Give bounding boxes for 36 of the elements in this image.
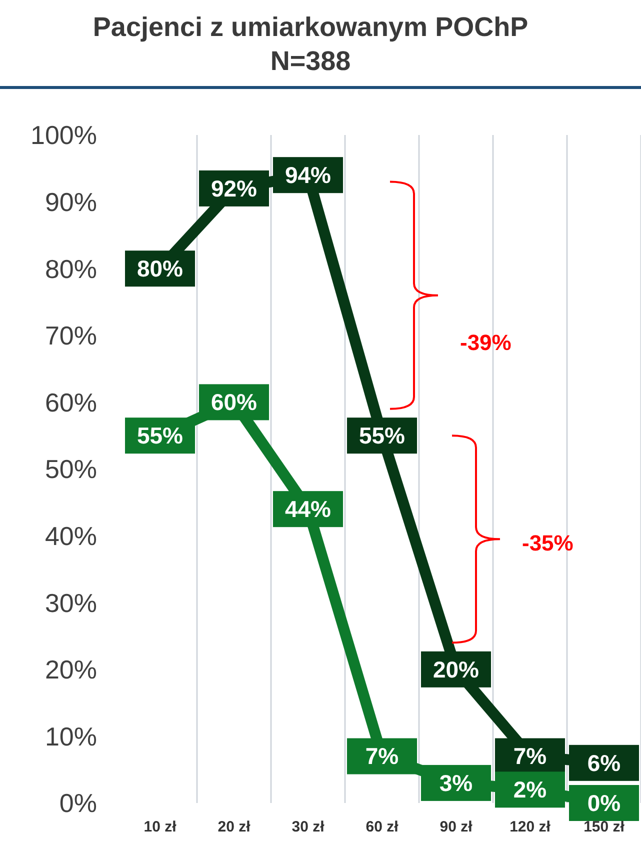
data-label: 20% — [432, 656, 480, 682]
data-label: 44% — [284, 496, 332, 522]
data-label: 6% — [587, 750, 621, 776]
x-tick-label: 150 zł — [584, 818, 626, 836]
data-label: 7% — [365, 743, 399, 770]
y-tick-label: 0% — [59, 788, 97, 818]
y-tick-label: 100% — [30, 120, 97, 150]
x-tick-label: 90 zł — [440, 818, 474, 836]
x-tick-label: 120 zł — [510, 818, 552, 836]
y-tick-label: 20% — [44, 654, 97, 685]
annotation: -39% — [460, 330, 512, 356]
y-tick-label: 50% — [44, 454, 97, 484]
y-tick-label: 80% — [44, 254, 97, 284]
data-label: 2% — [513, 776, 547, 803]
y-tick-label: 40% — [44, 521, 97, 552]
y-tick-label: 10% — [44, 721, 97, 752]
x-tick-label: 10 zł — [144, 818, 178, 836]
x-tick-label: 60 zł — [366, 818, 400, 836]
data-label: 94% — [284, 162, 332, 188]
data-label: 7% — [513, 743, 547, 770]
y-tick-label: 30% — [44, 588, 97, 618]
data-label: 3% — [439, 770, 473, 796]
annotation: -35% — [522, 530, 574, 556]
y-tick-label: 70% — [44, 320, 97, 351]
y-tick-label: 60% — [44, 387, 97, 418]
chart-subtitle: N=388 — [269, 45, 352, 78]
chart-title: Pacjenci z umiarkowanym POChP — [92, 11, 530, 44]
x-tick-label: 20 zł — [218, 818, 252, 836]
data-label: 55% — [136, 422, 184, 449]
data-label: 0% — [587, 790, 621, 816]
data-label: 60% — [210, 389, 258, 416]
data-label: 80% — [136, 256, 184, 282]
y-tick-label: 90% — [44, 187, 97, 218]
x-tick-label: 30 zł — [292, 818, 326, 836]
data-label: 55% — [358, 422, 406, 449]
data-label: 92% — [210, 175, 258, 202]
